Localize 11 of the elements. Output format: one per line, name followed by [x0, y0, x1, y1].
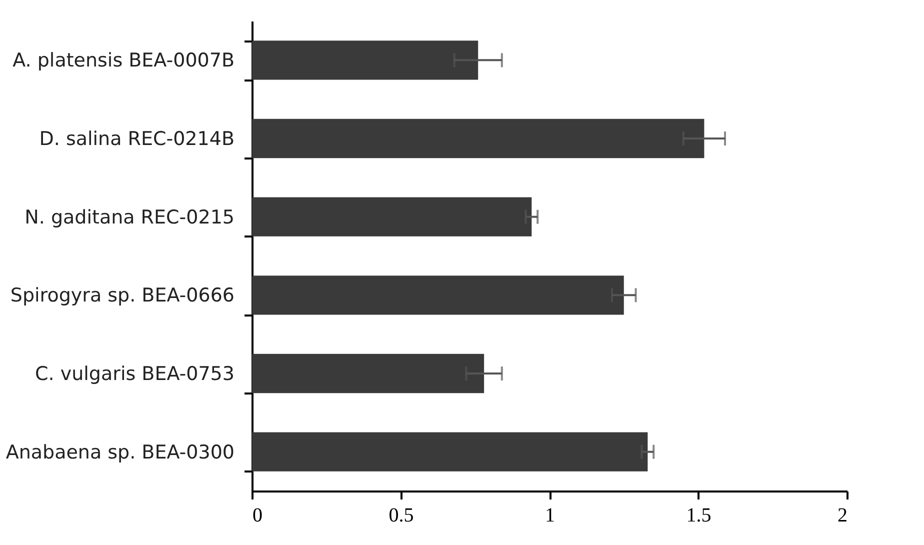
x-tick-label: 0.5 [388, 504, 414, 526]
y-tick-label: C. vulgaris BEA-0753 [35, 363, 234, 385]
x-tick-label: 1.5 [686, 504, 712, 526]
y-tick-label: Spirogyra sp. BEA-0666 [10, 284, 234, 307]
x-tick-label: 2 [838, 504, 848, 526]
x-tick-label: 1 [545, 504, 555, 526]
y-tick-label: Anabaena sp. BEA-0300 [6, 441, 234, 464]
y-tick-label: D. salina REC-0214B [39, 128, 234, 150]
y-tick-label: N. gaditana REC-0215 [24, 206, 234, 228]
y-tick-label: A. platensis BEA-0007B [12, 50, 234, 72]
x-tick-label: 0 [252, 504, 262, 526]
